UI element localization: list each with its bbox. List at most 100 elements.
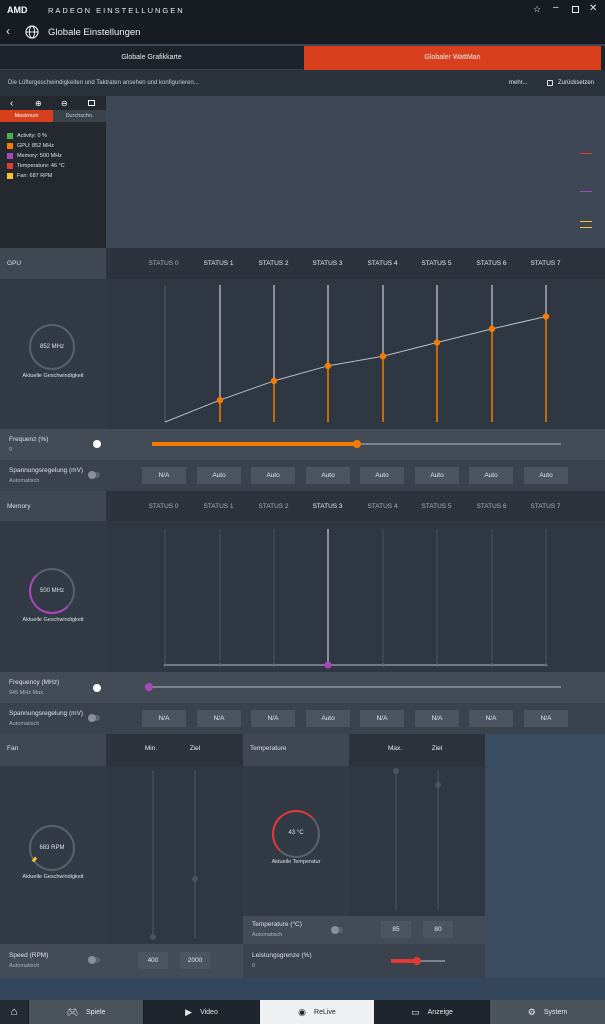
memory-volt-input[interactable]: N/A	[251, 710, 295, 727]
gpu-freq-reset-dot[interactable]	[93, 440, 101, 448]
memory-volt-input[interactable]: N/A	[142, 710, 186, 727]
chevron-left-icon[interactable]: ‹	[10, 98, 14, 109]
nav-relive[interactable]: ◉ ReLive	[260, 1000, 374, 1024]
tab-global-wattman[interactable]: Globaler WattMan	[304, 46, 601, 70]
memory-volt-toggle[interactable]	[88, 714, 100, 722]
fan-min-slider-thumb[interactable]	[150, 934, 156, 940]
gpu-volt-input[interactable]: N/A	[142, 467, 186, 484]
gpu-state-label: STATUS 0	[148, 260, 179, 267]
gpu-speed-label: Aktuelle Geschwindigkeit	[22, 373, 84, 379]
fan-min-input[interactable]: 400	[138, 952, 168, 969]
memory-freq-thumb[interactable]	[145, 683, 153, 691]
background-strip	[0, 978, 605, 1000]
memory-volt-sub: Automatisch	[9, 721, 40, 727]
reset-icon[interactable]	[547, 80, 553, 86]
fan-speed-toggle[interactable]	[88, 956, 100, 964]
memory-states-header: STATUS 0 STATUS 1 STATUS 2 STATUS 3 STAT…	[106, 491, 605, 521]
minimize-icon[interactable]: –	[553, 2, 559, 13]
gpu-state-label: STATUS 1	[203, 260, 234, 267]
memory-volt-input[interactable]: N/A	[469, 710, 513, 727]
temperature-max-slider-track[interactable]	[395, 770, 397, 910]
gpu-freq-thumb[interactable]	[352, 440, 361, 448]
fan-speed-row: Speed (RPM) Automatisch 400 2000	[0, 944, 243, 978]
fan-slider-area	[106, 766, 243, 944]
power-limit-thumb[interactable]	[413, 957, 421, 965]
more-link[interactable]: mehr...	[509, 80, 528, 86]
gpu-volt-input[interactable]: Auto	[415, 467, 459, 484]
memory-curve-area	[106, 521, 605, 672]
fan-min-slider-track[interactable]	[152, 771, 154, 939]
gpu-volt-input[interactable]: Auto	[469, 467, 513, 484]
tab-global-graphics[interactable]: Globale Grafikkarte	[0, 46, 303, 70]
mode-maximum-button[interactable]: Maximum	[0, 110, 53, 122]
checkbox-icon[interactable]	[7, 133, 13, 139]
memory-volt-input[interactable]: N/A	[524, 710, 568, 727]
gpu-state-curve[interactable]	[106, 279, 605, 429]
checkbox-icon[interactable]	[7, 153, 13, 159]
nav-games[interactable]: 🎮︎ Spiele	[29, 1000, 143, 1024]
temperature-value: 43 °C	[288, 830, 304, 836]
temperature-max-slider-thumb[interactable]	[393, 768, 399, 774]
power-limit-row: Leistungsgrenze (%) 0	[243, 944, 485, 978]
gpu-volt-toggle[interactable]	[88, 471, 100, 479]
memory-state-label: STATUS 0	[148, 503, 179, 510]
gpu-curve-line	[164, 316, 547, 423]
power-limit-label: Leistungsgrenze (%)	[252, 952, 312, 959]
nav-video[interactable]: ▶ Video	[144, 1000, 259, 1024]
fan-target-slider-track[interactable]	[194, 771, 196, 939]
mode-average-button[interactable]: Durchschn.	[53, 110, 106, 122]
legend-temperature: Temperature: 46 °C	[7, 163, 65, 169]
nav-system[interactable]: ⚙ System	[490, 1000, 605, 1024]
nav-display[interactable]: ▭ Anzeige	[375, 1000, 489, 1024]
memory-volt-input[interactable]: N/A	[197, 710, 241, 727]
gpu-state-point	[488, 325, 496, 333]
memory-state-curve[interactable]	[106, 521, 605, 672]
fan-target-input[interactable]: 2000	[180, 952, 210, 969]
gpu-volt-input[interactable]: Auto	[251, 467, 295, 484]
memory-volt-input[interactable]: N/A	[415, 710, 459, 727]
temperature-target-input[interactable]: 80	[423, 921, 453, 938]
gpu-volt-label: Spannungsregelung (mV)	[9, 467, 84, 474]
close-icon[interactable]: ✕	[589, 3, 598, 14]
temperature-header: Temperature	[243, 734, 349, 766]
zoom-out-icon[interactable]: ⊖	[61, 99, 68, 108]
gpu-state-label: STATUS 3	[312, 260, 343, 267]
temperature-target-slider-track[interactable]	[437, 770, 439, 910]
gpu-volt-input[interactable]: Auto	[524, 467, 568, 484]
memory-state-label: STATUS 7	[530, 503, 561, 510]
home-icon: ⌂	[10, 1006, 18, 1018]
fan-header: Fan	[0, 734, 106, 766]
maximize-icon[interactable]	[572, 6, 579, 13]
checkbox-icon[interactable]	[7, 143, 13, 149]
nav-home[interactable]: ⌂	[0, 1000, 28, 1024]
memory-volt-input[interactable]: N/A	[360, 710, 404, 727]
gpu-freq-label: Frequenz (%)	[9, 436, 49, 443]
legend-fan: Fan: 687 RPM	[7, 173, 52, 179]
memory-state-label: STATUS 4	[367, 503, 398, 510]
gpu-state-point	[433, 339, 441, 346]
gamepad-icon: 🎮︎	[66, 1006, 78, 1017]
bookmark-icon[interactable]: ☆	[533, 4, 542, 14]
info-bar: Die Lüftergeschwindigkeiten und Taktrate…	[0, 70, 605, 96]
memory-freq-reset-dot[interactable]	[93, 684, 101, 692]
fan-target-slider-thumb[interactable]	[192, 876, 198, 882]
memory-freq-value: 945 MHz Max.	[9, 690, 45, 696]
gpu-volt-input[interactable]: Auto	[197, 467, 241, 484]
zoom-in-icon[interactable]: ⊕	[35, 99, 42, 108]
gpu-speed-value: 852 MHz	[39, 344, 64, 350]
gpu-volt-input[interactable]: Auto	[360, 467, 404, 484]
memory-volt-input[interactable]: Auto	[306, 710, 350, 727]
page-title: Globale Einstellungen	[48, 27, 141, 38]
memory-freq-track[interactable]	[148, 686, 561, 688]
memory-state-label: STATUS 5	[421, 503, 452, 510]
app-title: RADEON EINSTELLUNGEN	[48, 6, 185, 15]
temperature-toggle[interactable]	[331, 926, 343, 934]
gpu-volt-input[interactable]: Auto	[306, 467, 350, 484]
reset-button[interactable]: Zurücksetzen	[558, 80, 595, 86]
back-icon[interactable]: ‹	[6, 24, 10, 38]
temperature-max-input[interactable]: 85	[381, 921, 411, 938]
checkbox-icon[interactable]	[7, 163, 13, 169]
crop-icon[interactable]	[88, 100, 95, 106]
checkbox-icon[interactable]	[7, 173, 13, 179]
temperature-target-slider-thumb[interactable]	[435, 782, 441, 788]
